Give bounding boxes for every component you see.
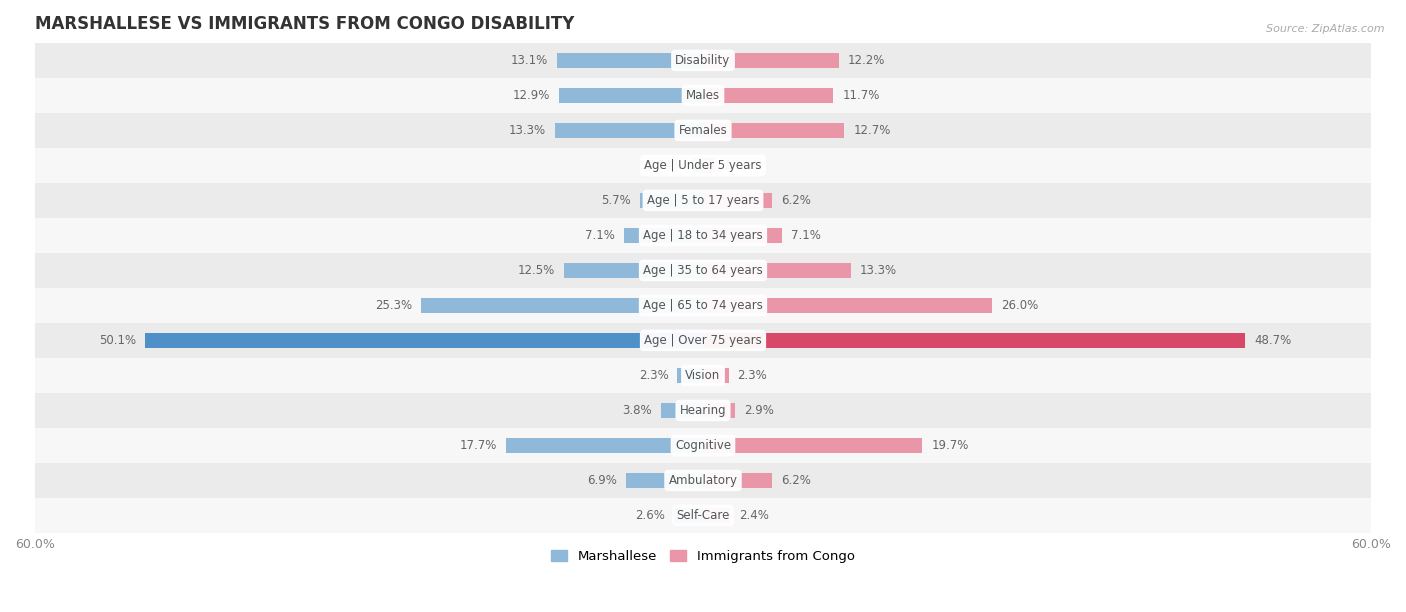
Bar: [557, 53, 703, 69]
Text: 6.2%: 6.2%: [780, 194, 811, 207]
Text: 12.5%: 12.5%: [517, 264, 555, 277]
Bar: [661, 403, 703, 419]
Bar: [35, 288, 1371, 323]
Text: 7.1%: 7.1%: [792, 229, 821, 242]
Bar: [35, 78, 1371, 113]
Bar: [35, 498, 1371, 533]
Text: 5.7%: 5.7%: [600, 194, 631, 207]
Text: MARSHALLESE VS IMMIGRANTS FROM CONGO DISABILITY: MARSHALLESE VS IMMIGRANTS FROM CONGO DIS…: [35, 15, 574, 33]
Text: Age | 5 to 17 years: Age | 5 to 17 years: [647, 194, 759, 207]
Text: Cognitive: Cognitive: [675, 439, 731, 452]
Text: 2.6%: 2.6%: [636, 509, 665, 522]
Text: Females: Females: [679, 124, 727, 137]
Bar: [35, 323, 1371, 358]
Bar: [703, 228, 782, 244]
Text: 25.3%: 25.3%: [375, 299, 412, 312]
Bar: [35, 393, 1371, 428]
Text: Disability: Disability: [675, 54, 731, 67]
Bar: [703, 438, 922, 453]
Bar: [35, 463, 1371, 498]
Bar: [693, 157, 703, 173]
Text: 12.7%: 12.7%: [853, 124, 890, 137]
Bar: [35, 253, 1371, 288]
Bar: [626, 472, 703, 488]
Text: 2.3%: 2.3%: [638, 369, 668, 382]
Text: Source: ZipAtlas.com: Source: ZipAtlas.com: [1267, 24, 1385, 34]
Bar: [35, 113, 1371, 148]
Bar: [703, 88, 834, 103]
Text: Age | Under 5 years: Age | Under 5 years: [644, 159, 762, 172]
Bar: [703, 157, 716, 173]
Legend: Marshallese, Immigrants from Congo: Marshallese, Immigrants from Congo: [546, 545, 860, 568]
Text: 11.7%: 11.7%: [842, 89, 880, 102]
Bar: [560, 88, 703, 103]
Text: 7.1%: 7.1%: [585, 229, 614, 242]
Bar: [703, 368, 728, 383]
Text: 2.3%: 2.3%: [738, 369, 768, 382]
Text: Age | Over 75 years: Age | Over 75 years: [644, 334, 762, 347]
Bar: [703, 193, 772, 208]
Bar: [703, 263, 851, 278]
Bar: [640, 193, 703, 208]
Text: 13.3%: 13.3%: [509, 124, 546, 137]
Text: 50.1%: 50.1%: [100, 334, 136, 347]
Bar: [703, 507, 730, 523]
Bar: [35, 358, 1371, 393]
Text: 17.7%: 17.7%: [460, 439, 496, 452]
Text: 19.7%: 19.7%: [931, 439, 969, 452]
Text: 48.7%: 48.7%: [1254, 334, 1291, 347]
Text: 0.94%: 0.94%: [647, 159, 683, 172]
Text: 13.1%: 13.1%: [510, 54, 548, 67]
Bar: [703, 403, 735, 419]
Bar: [35, 183, 1371, 218]
Text: Age | 35 to 64 years: Age | 35 to 64 years: [643, 264, 763, 277]
Bar: [703, 122, 845, 138]
Text: Age | 65 to 74 years: Age | 65 to 74 years: [643, 299, 763, 312]
Text: 6.9%: 6.9%: [588, 474, 617, 487]
Text: 12.2%: 12.2%: [848, 54, 886, 67]
Bar: [678, 368, 703, 383]
Text: 1.1%: 1.1%: [724, 159, 754, 172]
Text: 2.4%: 2.4%: [738, 509, 769, 522]
Bar: [624, 228, 703, 244]
Text: 3.8%: 3.8%: [623, 404, 652, 417]
Bar: [703, 472, 772, 488]
Text: Hearing: Hearing: [679, 404, 727, 417]
Bar: [703, 297, 993, 313]
Text: Males: Males: [686, 89, 720, 102]
Text: 26.0%: 26.0%: [1001, 299, 1039, 312]
Text: 6.2%: 6.2%: [780, 474, 811, 487]
Text: Vision: Vision: [685, 369, 721, 382]
Bar: [555, 122, 703, 138]
Bar: [703, 53, 839, 69]
Bar: [564, 263, 703, 278]
Bar: [422, 297, 703, 313]
Bar: [703, 332, 1246, 348]
Bar: [35, 148, 1371, 183]
Text: Age | 18 to 34 years: Age | 18 to 34 years: [643, 229, 763, 242]
Text: Self-Care: Self-Care: [676, 509, 730, 522]
Text: Ambulatory: Ambulatory: [668, 474, 738, 487]
Bar: [673, 507, 703, 523]
Bar: [35, 428, 1371, 463]
Text: 2.9%: 2.9%: [744, 404, 775, 417]
Bar: [35, 43, 1371, 78]
Bar: [145, 332, 703, 348]
Text: 13.3%: 13.3%: [860, 264, 897, 277]
Bar: [506, 438, 703, 453]
Text: 12.9%: 12.9%: [513, 89, 551, 102]
Bar: [35, 218, 1371, 253]
